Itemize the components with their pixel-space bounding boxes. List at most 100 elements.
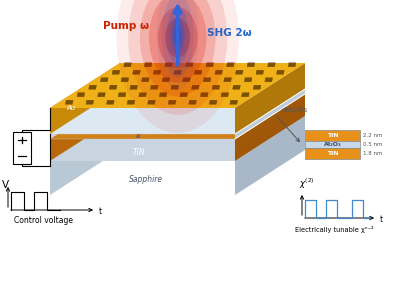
Ellipse shape [140,0,216,96]
Text: t: t [99,207,102,215]
Polygon shape [153,70,161,74]
Text: $\chi^{(2)}$: $\chi^{(2)}$ [299,177,314,191]
Polygon shape [180,93,188,97]
Polygon shape [50,89,305,134]
Polygon shape [65,100,73,104]
Polygon shape [227,63,234,67]
Polygon shape [50,89,120,139]
Ellipse shape [117,0,239,133]
Ellipse shape [171,17,185,54]
Text: TiN: TiN [327,151,338,156]
Bar [305,148,360,159]
Polygon shape [189,100,197,104]
Polygon shape [148,100,155,104]
Ellipse shape [167,7,189,64]
Text: 2.2 nm: 2.2 nm [363,133,383,138]
Polygon shape [165,63,173,67]
Ellipse shape [128,0,227,115]
Polygon shape [144,63,152,67]
Polygon shape [86,100,94,104]
Polygon shape [159,93,167,97]
Polygon shape [235,89,305,139]
Polygon shape [277,70,284,74]
Polygon shape [232,85,240,89]
Polygon shape [244,78,252,82]
Text: Al: Al [136,134,141,139]
Polygon shape [268,63,275,67]
Polygon shape [171,85,179,89]
Ellipse shape [165,18,190,57]
Polygon shape [235,116,305,195]
Polygon shape [98,93,105,97]
Text: Sapphire: Sapphire [129,175,163,184]
Polygon shape [212,85,220,89]
Ellipse shape [149,0,206,83]
Text: TiN: TiN [132,148,145,157]
Text: Al₂O₃: Al₂O₃ [323,142,341,147]
Text: Electrically tunable χⁿ⁻²: Electrically tunable χⁿ⁻² [295,226,374,232]
Ellipse shape [162,0,194,77]
Polygon shape [50,94,305,139]
Polygon shape [118,93,126,97]
Text: 1.8 nm: 1.8 nm [363,151,383,156]
Polygon shape [235,63,305,134]
Text: TiN: TiN [327,133,338,138]
Polygon shape [130,85,138,89]
Ellipse shape [176,30,180,41]
Text: SHG 2ω: SHG 2ω [207,28,252,38]
Polygon shape [100,78,108,82]
Polygon shape [50,63,305,108]
Polygon shape [215,70,223,74]
Bar [305,130,360,141]
Polygon shape [182,78,190,82]
Bar [13,132,31,164]
Ellipse shape [158,7,197,69]
Polygon shape [174,70,182,74]
Text: Pump ω: Pump ω [103,21,149,31]
Text: dMQWs: dMQWs [282,107,308,113]
Text: 0.5 nm: 0.5 nm [363,142,383,147]
Text: V: V [2,180,9,190]
Polygon shape [127,100,135,104]
Polygon shape [209,100,217,104]
Polygon shape [124,63,132,67]
Polygon shape [201,93,208,97]
Polygon shape [253,85,261,89]
Polygon shape [139,93,147,97]
Polygon shape [151,85,158,89]
Polygon shape [121,78,129,82]
Polygon shape [247,63,255,67]
Polygon shape [203,78,211,82]
Polygon shape [106,100,114,104]
Polygon shape [141,78,149,82]
Text: Au: Au [66,104,76,110]
Polygon shape [224,78,232,82]
Polygon shape [168,100,176,104]
Polygon shape [206,63,214,67]
Polygon shape [194,70,202,74]
Polygon shape [265,78,273,82]
Text: t: t [380,215,383,223]
Polygon shape [185,63,193,67]
Polygon shape [50,116,305,161]
Polygon shape [221,93,229,97]
Polygon shape [288,63,296,67]
Polygon shape [162,78,170,82]
Ellipse shape [157,0,199,90]
Ellipse shape [174,25,182,46]
Polygon shape [112,70,120,74]
Bar [305,141,360,148]
Polygon shape [50,63,120,134]
Polygon shape [133,70,140,74]
Polygon shape [230,100,238,104]
Polygon shape [191,85,199,89]
Polygon shape [109,85,117,89]
Polygon shape [235,70,243,74]
Polygon shape [77,93,85,97]
Polygon shape [256,70,264,74]
Polygon shape [50,94,120,161]
Polygon shape [89,85,97,89]
Polygon shape [242,93,249,97]
Polygon shape [50,116,120,195]
Text: Control voltage: Control voltage [14,215,73,224]
